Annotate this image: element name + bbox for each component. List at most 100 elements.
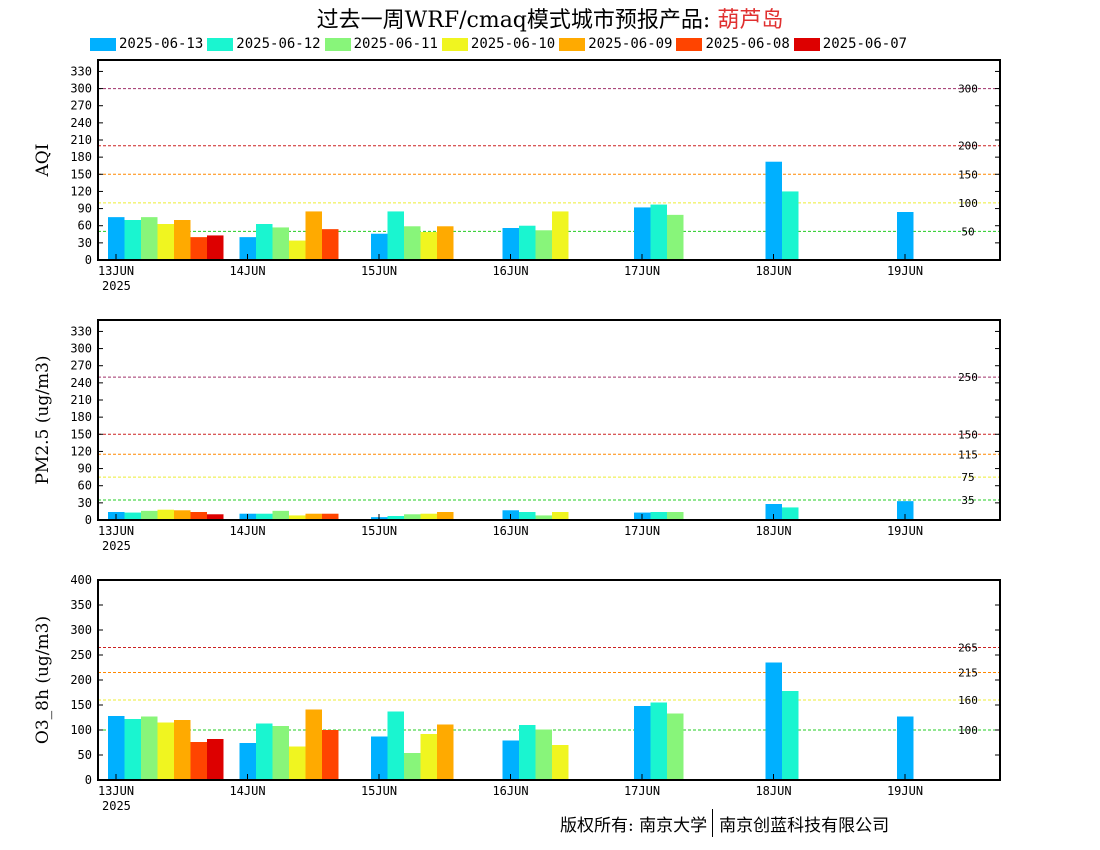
bar xyxy=(387,711,404,780)
y-tick-label: 50 xyxy=(78,748,92,762)
legend-label: 2025-06-12 xyxy=(236,36,321,52)
legend-item: 2025-06-10 xyxy=(441,36,556,52)
bar xyxy=(667,713,684,780)
bar xyxy=(108,716,125,780)
bar xyxy=(634,706,651,780)
bar xyxy=(207,739,224,780)
bar xyxy=(404,753,421,780)
bar xyxy=(420,734,437,780)
y-tick-label: 330 xyxy=(70,64,92,78)
legend-label: 2025-06-08 xyxy=(705,36,790,52)
bar xyxy=(256,723,273,780)
bar xyxy=(502,740,519,780)
copyright-footer: 版权所有: 南京大学 南京创蓝科技有限公司 xyxy=(560,808,889,838)
bar xyxy=(404,514,421,520)
bar xyxy=(667,512,684,520)
bar xyxy=(190,237,207,260)
legend-label: 2025-06-13 xyxy=(119,36,204,52)
y-tick-label: 120 xyxy=(70,184,92,198)
bar xyxy=(174,720,191,780)
bar xyxy=(157,722,174,780)
bar xyxy=(141,510,158,520)
copyright-left: 版权所有: 南京大学 xyxy=(560,815,708,836)
x-sub-label: 2025 xyxy=(102,539,131,553)
chart-panel-3: 265 215 160 100 0 50 100 150 200 250 300 350 400 13JU… xyxy=(33,573,1001,813)
bar xyxy=(174,220,191,260)
bar xyxy=(420,513,437,520)
y-tick-label: 180 xyxy=(70,150,92,164)
bar xyxy=(897,501,914,520)
legend-item: 2025-06-12 xyxy=(207,36,321,52)
bar xyxy=(371,233,388,260)
bar xyxy=(552,512,569,520)
y-tick-label: 150 xyxy=(70,427,92,441)
bar xyxy=(420,232,437,260)
legend: 2025-06-13 2025-06-12 2025-06-11 2025-06-10… xyxy=(90,35,911,53)
bar xyxy=(552,211,569,260)
bar xyxy=(272,510,289,520)
y-tick-label: 250 xyxy=(70,648,92,662)
x-tick-label: 18JUN xyxy=(755,524,791,538)
x-tick-label: 15JUN xyxy=(361,784,397,798)
x-tick-label: 16JUN xyxy=(492,784,528,798)
bar xyxy=(174,510,191,520)
chart-panel-1: 300 200 150 100 50 0 30 60 90 120 150 180 210 240 270 3… xyxy=(33,59,1001,293)
bar xyxy=(387,211,404,260)
bar xyxy=(897,716,914,780)
bar xyxy=(305,709,322,780)
legend-swatch xyxy=(793,37,820,51)
chart-title: 过去一周WRF/cmaq模式城市预报产品: 葫芦岛 xyxy=(0,2,1100,34)
bar xyxy=(289,746,306,780)
y-tick-label: 240 xyxy=(70,376,92,390)
bar xyxy=(289,515,306,520)
y-tick-label: 210 xyxy=(70,133,92,147)
x-tick-label: 17JUN xyxy=(624,784,660,798)
threshold-label: 265 xyxy=(958,642,978,655)
bar xyxy=(650,512,667,520)
bar xyxy=(305,211,322,260)
bar xyxy=(782,507,799,520)
x-tick-label: 19JUN xyxy=(887,264,923,278)
y-tick-label: 270 xyxy=(70,99,92,113)
y-tick-label: 30 xyxy=(78,496,92,510)
y-tick-label: 60 xyxy=(78,479,92,493)
bar xyxy=(272,726,289,780)
bar xyxy=(322,229,339,260)
x-tick-label: 13JUN xyxy=(98,524,134,538)
threshold-label: 35 xyxy=(961,494,974,507)
y-axis-label: PM2.5 (ug/m3) xyxy=(33,355,53,484)
legend-item: 2025-06-08 xyxy=(676,36,790,52)
legend-swatch xyxy=(441,37,468,51)
bar xyxy=(141,716,158,780)
bar xyxy=(650,702,667,780)
threshold-label: 75 xyxy=(961,471,974,484)
y-tick-label: 300 xyxy=(70,342,92,356)
bar xyxy=(124,719,141,780)
y-tick-label: 90 xyxy=(78,462,92,476)
threshold-label: 50 xyxy=(961,225,974,238)
y-tick-label: 350 xyxy=(70,598,92,612)
plot-frame xyxy=(97,59,1001,261)
y-tick-label: 150 xyxy=(70,698,92,712)
x-tick-label: 19JUN xyxy=(887,524,923,538)
bar xyxy=(519,225,536,260)
x-tick-label: 13JUN xyxy=(98,264,134,278)
bar xyxy=(108,217,125,260)
bar xyxy=(535,515,552,520)
threshold-label: 100 xyxy=(958,197,978,210)
legend-item: 2025-06-07 xyxy=(793,36,907,52)
x-tick-label: 16JUN xyxy=(492,264,528,278)
bar xyxy=(897,212,914,260)
threshold-label: 250 xyxy=(958,371,978,384)
bar xyxy=(239,743,256,780)
y-tick-label: 270 xyxy=(70,359,92,373)
threshold-label: 115 xyxy=(958,448,978,461)
bar xyxy=(371,736,388,780)
x-tick-label: 14JUN xyxy=(229,264,265,278)
copyright-right: 南京创蓝科技有限公司 xyxy=(719,815,890,836)
x-tick-label: 18JUN xyxy=(755,264,791,278)
legend-label: 2025-06-10 xyxy=(470,36,556,52)
title-text: 过去一周WRF/cmaq模式城市预报产品: xyxy=(316,8,718,33)
x-tick-label: 15JUN xyxy=(361,264,397,278)
y-tick-label: 100 xyxy=(70,723,92,737)
